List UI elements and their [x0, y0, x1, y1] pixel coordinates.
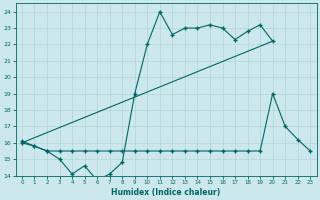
X-axis label: Humidex (Indice chaleur): Humidex (Indice chaleur): [111, 188, 221, 197]
